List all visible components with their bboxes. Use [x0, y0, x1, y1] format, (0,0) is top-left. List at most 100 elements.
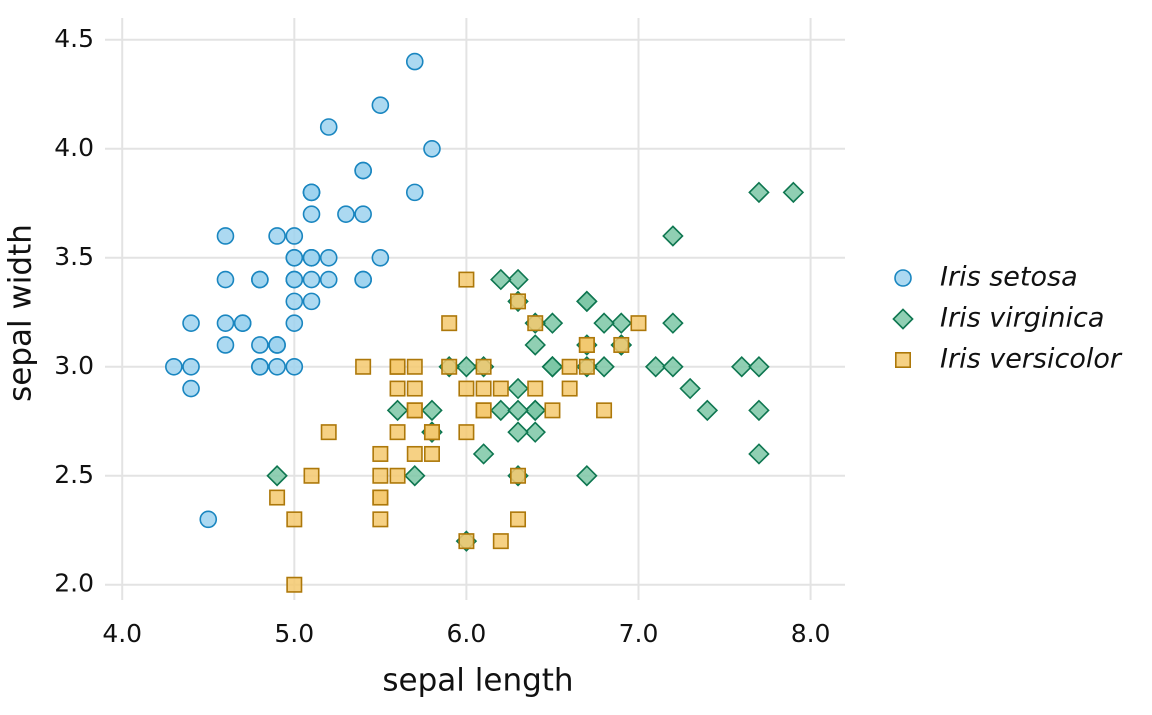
point	[507, 399, 529, 422]
y-tick-label: 2.5	[54, 460, 94, 489]
point	[251, 336, 269, 354]
point	[165, 357, 183, 376]
point	[251, 270, 269, 289]
x-axis-label: sepal length	[382, 663, 573, 699]
point	[576, 465, 598, 487]
point	[216, 270, 235, 289]
point	[696, 399, 719, 422]
point	[782, 181, 805, 204]
point	[423, 445, 440, 462]
point	[472, 443, 495, 465]
point	[748, 399, 770, 422]
point	[596, 402, 613, 419]
point	[285, 292, 304, 311]
point	[748, 356, 770, 378]
point	[268, 227, 286, 245]
point	[319, 270, 338, 289]
point	[423, 424, 440, 441]
point	[406, 402, 423, 419]
point	[389, 467, 406, 484]
point	[455, 356, 478, 378]
point	[458, 271, 475, 288]
x-tick-label: 5.0	[274, 619, 314, 648]
point	[593, 356, 615, 378]
y-tick-label: 4.0	[54, 133, 94, 162]
y-tick-label: 2.0	[54, 569, 94, 598]
point	[319, 248, 338, 267]
point	[216, 336, 235, 354]
point	[182, 357, 200, 376]
point	[285, 270, 304, 289]
point	[199, 510, 218, 529]
point	[354, 161, 372, 180]
point	[302, 292, 321, 311]
point	[458, 424, 475, 441]
point	[303, 467, 320, 484]
point	[302, 205, 321, 223]
point	[458, 533, 475, 550]
point	[233, 314, 252, 332]
point	[490, 399, 512, 422]
point	[285, 357, 304, 376]
point	[337, 205, 355, 223]
point	[662, 312, 684, 334]
point	[216, 314, 235, 332]
y-axis-label: sepal width	[3, 224, 39, 402]
point	[389, 358, 406, 375]
point	[527, 315, 544, 332]
point	[216, 227, 235, 245]
point	[510, 293, 527, 310]
legend-marker	[894, 269, 912, 287]
point	[541, 312, 564, 334]
point	[458, 380, 475, 397]
legend-label: Iris setosa	[940, 262, 1078, 293]
point	[372, 445, 389, 462]
point	[578, 336, 595, 353]
point	[389, 380, 406, 397]
point	[286, 576, 303, 593]
point	[613, 336, 630, 353]
point	[266, 465, 288, 487]
point	[748, 181, 770, 204]
point	[285, 248, 304, 267]
point	[182, 379, 200, 398]
x-tick-label: 6.0	[447, 619, 487, 648]
point	[576, 290, 598, 313]
x-tick-label: 8.0	[791, 619, 831, 648]
point	[386, 399, 409, 422]
point	[662, 225, 684, 247]
point	[441, 358, 458, 375]
point	[544, 402, 561, 419]
point	[286, 511, 303, 528]
point	[302, 183, 321, 202]
point	[507, 421, 529, 443]
point	[679, 377, 701, 400]
point	[372, 467, 389, 484]
point	[268, 357, 286, 376]
point	[561, 380, 578, 397]
legend-label: Iris virginica	[940, 303, 1104, 334]
point	[371, 96, 390, 114]
point	[421, 399, 443, 422]
point	[475, 380, 492, 397]
point	[527, 380, 544, 397]
point	[524, 334, 546, 356]
point	[475, 358, 492, 375]
legend-marker	[894, 351, 911, 368]
point	[389, 424, 406, 441]
point	[320, 424, 337, 441]
point	[372, 489, 389, 506]
point	[302, 248, 321, 267]
point	[630, 315, 647, 332]
point	[302, 270, 321, 289]
point	[561, 358, 578, 375]
point	[578, 358, 595, 375]
point	[406, 445, 423, 462]
point	[355, 358, 372, 375]
point	[748, 443, 770, 465]
point	[593, 312, 615, 334]
point	[405, 52, 424, 71]
point	[524, 399, 546, 422]
point	[510, 511, 527, 528]
